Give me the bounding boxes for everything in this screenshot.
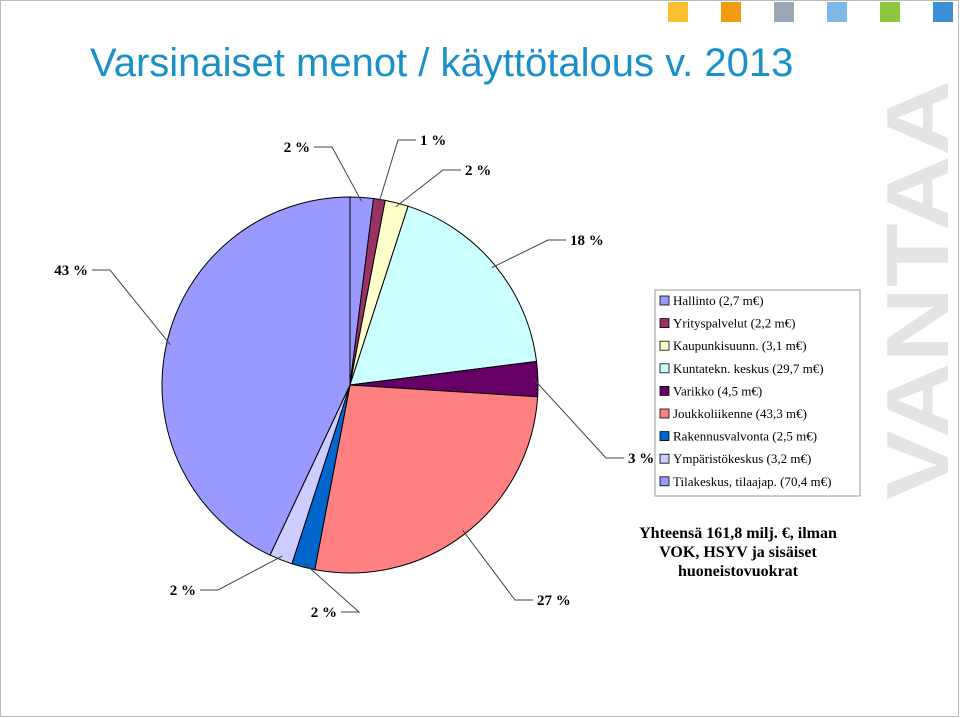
- legend-box: [654, 289, 861, 497]
- data-label: 18 %: [570, 233, 604, 249]
- legend-label: Tilakeskus, tilaajap. (70,4 m€): [673, 474, 831, 489]
- brand-squares: [668, 2, 953, 22]
- brand-square: [668, 2, 688, 22]
- data-label: 1 %: [420, 133, 446, 149]
- legend-swatch: [659, 363, 670, 374]
- legend-swatch: [659, 408, 670, 419]
- leader-line: [378, 139, 416, 204]
- leader-line: [462, 530, 533, 601]
- total-note: Yhteensä 161,8 milj. €, ilman: [639, 525, 837, 542]
- data-label: 2 %: [170, 583, 196, 599]
- legend-label: Joukkoliikenne (43,3 m€): [673, 406, 807, 421]
- legend-label: Hallinto (2,7 m€): [673, 293, 764, 308]
- brand-square: [880, 2, 900, 22]
- total-note: huoneistovuokrat: [678, 563, 799, 580]
- legend-swatch: [659, 453, 670, 464]
- slide-title: Varsinaiset menot / käyttötalous v. 2013: [90, 41, 793, 85]
- logo: VANTAA: [868, 80, 960, 500]
- legend-label: Yrityspalvelut (2,2 m€): [673, 316, 795, 331]
- legend-label: Ympäristökeskus (3,2 m€): [673, 451, 811, 466]
- pie-slice: [349, 205, 538, 386]
- total-note: VOK, HSYV ja sisäiset: [659, 544, 817, 561]
- legend-swatch: [659, 431, 670, 442]
- leader-line: [92, 269, 171, 346]
- legend-swatch: [659, 295, 670, 306]
- leader-line: [303, 562, 361, 613]
- legend-label: Varikko (4,5 m€): [673, 383, 762, 398]
- leader-line: [200, 555, 283, 591]
- data-label: 2 %: [284, 140, 310, 156]
- legend-swatch: [659, 385, 670, 396]
- brand-square: [721, 2, 741, 22]
- legend-label: Rakennusvalvonta (2,5 m€): [673, 429, 817, 444]
- data-label: 3 %: [628, 451, 654, 467]
- legend-swatch: [659, 340, 670, 351]
- legend-label: Kaupunkisuunn. (3,1 m€): [673, 338, 807, 353]
- data-label: 2 %: [311, 605, 337, 621]
- leader-line: [491, 239, 566, 269]
- legend-swatch: [659, 318, 670, 329]
- leader-line: [395, 169, 461, 208]
- legend-label: Kuntatekn. keskus (29,7 m€): [673, 361, 824, 376]
- leader-line: [533, 378, 624, 459]
- leader-line: [314, 146, 362, 202]
- pie-slice: [161, 196, 351, 556]
- data-label: 43 %: [54, 263, 88, 279]
- brand-square: [933, 2, 953, 22]
- brand-square: [774, 2, 794, 22]
- data-label: 2 %: [465, 163, 491, 179]
- legend-swatch: [659, 476, 670, 487]
- data-label: 27 %: [537, 593, 571, 609]
- brand-square: [827, 2, 847, 22]
